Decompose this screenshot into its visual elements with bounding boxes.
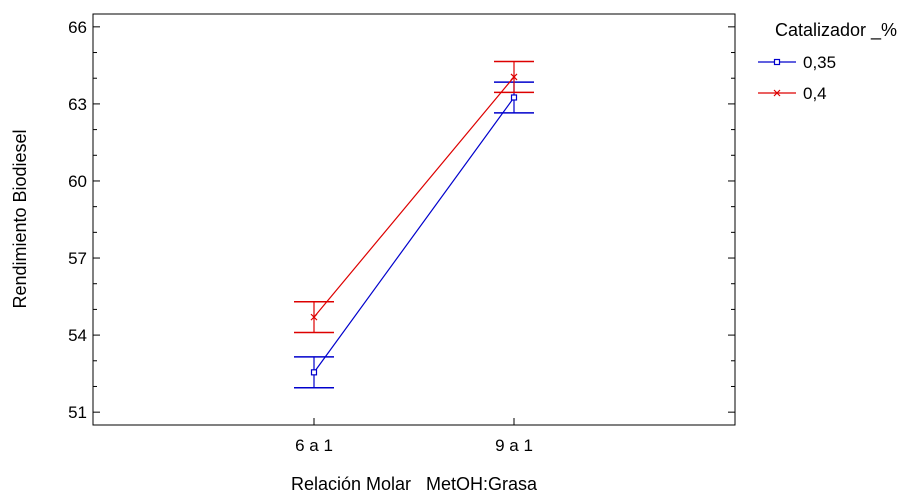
data-point-stroke (310, 313, 318, 321)
legend-swatch-marker (773, 89, 781, 97)
x-axis-title: Relación Molar MetOH:Grasa (291, 474, 538, 494)
legend-label: 0,35 (803, 53, 836, 72)
legend-label: 0,4 (803, 84, 827, 103)
data-point (310, 313, 318, 321)
y-axis-title: Rendimiento Biodiesel (10, 129, 30, 308)
legend: 0,35 0,4 (758, 53, 836, 103)
data-point (310, 369, 318, 376)
data-point (510, 94, 518, 101)
series-line (313, 76, 515, 318)
y-tick-label: 51 (68, 403, 87, 422)
series-layer (294, 60, 534, 389)
data-point-stroke (510, 73, 518, 81)
y-tick-label: 54 (68, 326, 87, 345)
x-axis-ticks: 6 a 1 9 a 1 (295, 418, 533, 455)
y-tick-label: 60 (68, 172, 87, 191)
data-point (510, 73, 518, 81)
x-tick-label: 6 a 1 (295, 436, 333, 455)
y-tick-label: 66 (68, 18, 87, 37)
series-line (313, 97, 515, 373)
legend-title: Catalizador _% (775, 20, 897, 41)
y-tick-label: 63 (68, 95, 87, 114)
legend-item: 0,35 (758, 53, 836, 72)
x-tick-label: 9 a 1 (495, 436, 533, 455)
y-axis-ticks: 51 54 57 60 63 66 (68, 18, 735, 422)
y-tick-label: 57 (68, 249, 87, 268)
plot-area-frame (92, 13, 736, 426)
legend-item: 0,4 (758, 84, 827, 103)
legend-swatch-marker (773, 58, 781, 66)
